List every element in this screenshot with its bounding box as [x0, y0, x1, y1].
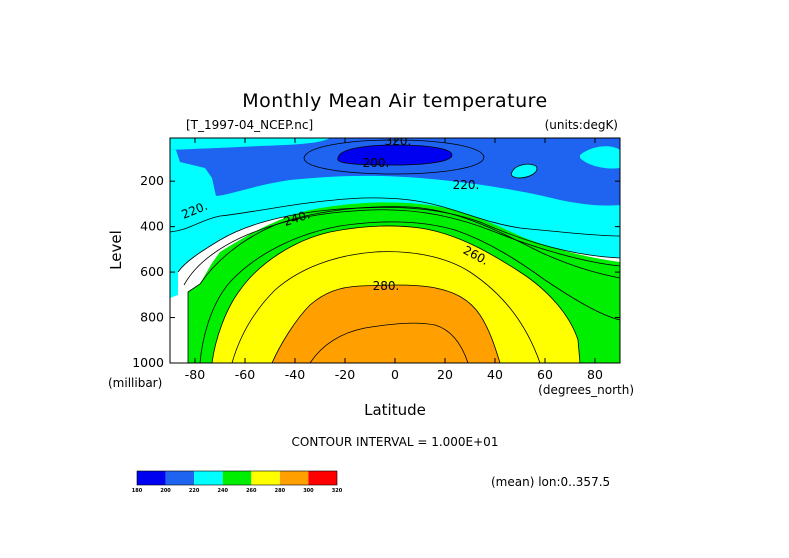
- x-tick-label: -80: [185, 367, 205, 382]
- contour-290: [309, 322, 469, 363]
- colorbar-label: 200: [160, 488, 171, 494]
- region-220-240: [170, 150, 620, 298]
- colorbar-label: 280: [275, 488, 286, 494]
- x-tick-label: 0: [391, 367, 399, 382]
- colorbar-swatch: [308, 471, 337, 485]
- x-axis-label: Latitude: [364, 401, 426, 419]
- colorbar-frame: [136, 470, 338, 486]
- contour-lines: [170, 139, 620, 363]
- contour-label-200: 200.: [363, 156, 390, 170]
- island-top-right-2: [511, 164, 537, 178]
- colorbar-swatch: [279, 471, 309, 485]
- contour-label-220-right: 220.: [453, 178, 480, 192]
- colorbar-label: 320: [332, 488, 343, 494]
- contour-210: [170, 197, 620, 237]
- x-tick-label: 20: [437, 367, 453, 382]
- colorbar-label: 180: [132, 488, 143, 494]
- region-below-200: [337, 145, 452, 165]
- y-tick-label: 800: [140, 310, 164, 325]
- contour-label-280: 280.: [373, 279, 400, 293]
- chart-title: Monthly Mean Air temperature: [242, 90, 547, 112]
- contour-plot-area: 320. 200. 220. 220. 240. 260. 280.: [170, 134, 620, 363]
- x-tick-label: -40: [285, 367, 305, 382]
- colorbar-swatch: [137, 471, 166, 485]
- y-axis-label: Level: [107, 230, 125, 270]
- contour-200a: [303, 139, 485, 175]
- colorbar-label: 300: [303, 488, 314, 494]
- contour-label-320: 320.: [385, 134, 412, 148]
- contour-280: [271, 284, 501, 363]
- y-tick-label: 400: [140, 219, 164, 234]
- y-tick-label: 200: [140, 173, 164, 188]
- colorbar-swatch: [251, 471, 280, 485]
- colorbar: 180 200 220 240 260 280 300 320: [132, 470, 343, 494]
- colorbar-swatch: [194, 471, 223, 485]
- y-tick-label: 1000: [132, 355, 164, 370]
- colorbar-swatch: [222, 471, 252, 485]
- contour-260: [211, 225, 581, 363]
- island-top-right: [580, 146, 620, 169]
- mean-label: (mean) lon:0..357.5: [491, 475, 610, 489]
- x-tick-label: 40: [487, 367, 503, 382]
- contour-interval-text: CONTOUR INTERVAL = 1.000E+01: [292, 435, 499, 449]
- x-tick-label: -60: [235, 367, 255, 382]
- contour-270: [231, 251, 541, 363]
- colorbar-label: 260: [246, 488, 257, 494]
- contour-240: [187, 206, 620, 363]
- colorbar-label: 240: [217, 488, 228, 494]
- x-units-label: (degrees_north): [538, 383, 634, 397]
- contour-250: [199, 221, 620, 363]
- contour-island: [510, 163, 538, 179]
- file-label: [T_1997-04_NCEP.nc]: [186, 118, 313, 132]
- island-top-left: [170, 138, 330, 150]
- contour-200b: [337, 144, 453, 166]
- y-axis-ticks: 1000 800 600 400 200: [132, 173, 620, 370]
- contour-230: [183, 209, 620, 286]
- x-axis-ticks: -80 -60 -40 -20 0 20 40 60 80: [185, 138, 603, 382]
- x-tick-label: 60: [537, 367, 553, 382]
- y-tick-label: 600: [140, 264, 164, 279]
- colorbar-swatch: [165, 471, 195, 485]
- colorbar-label: 220: [189, 488, 200, 494]
- x-tick-label: 80: [587, 367, 603, 382]
- units-label: (units:degK): [545, 118, 618, 132]
- x-tick-label: -20: [335, 367, 355, 382]
- y-units-label: (millibar): [108, 376, 162, 390]
